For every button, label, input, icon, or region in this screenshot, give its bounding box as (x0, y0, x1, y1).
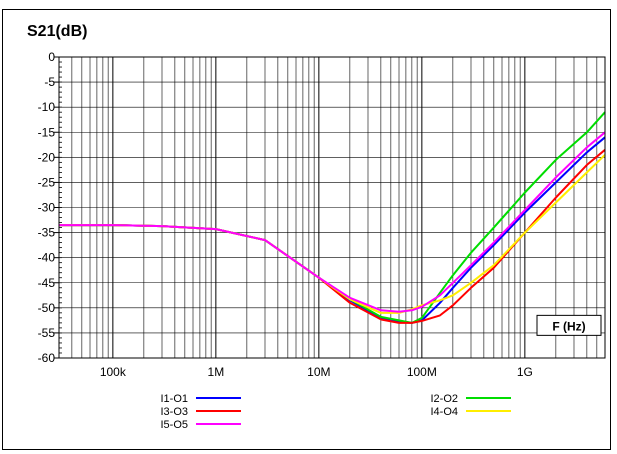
legend-label-i3-o3: I3-O3 (160, 406, 188, 418)
y-tick-label: -15 (38, 125, 56, 139)
legend-label-i2-o2: I2-O2 (430, 393, 458, 405)
y-tick-label: -20 (38, 150, 56, 164)
y-tick-label: -5 (44, 75, 55, 89)
y-tick-label: -30 (38, 201, 56, 215)
y-tick-label: -40 (38, 251, 56, 265)
y-tick-label: -55 (38, 326, 56, 340)
series-line-i1-o1 (59, 136, 606, 324)
x-axis-label: F (Hz) (552, 319, 585, 333)
legend-label-i1-o1: I1-O1 (160, 393, 188, 405)
x-axis-ticks: 100k 1M 10M 100M 1G (100, 365, 533, 379)
x-tick-label: 1G (517, 365, 533, 379)
chart-title: S21(dB) (27, 23, 87, 40)
y-tick-label: -60 (38, 351, 56, 365)
y-tick-label: -10 (38, 100, 56, 114)
legend-label-i5-o5: I5-O5 (160, 419, 188, 431)
y-tick-label: -35 (38, 226, 56, 240)
chart-frame: S21(dB) 0 -5 -10 -15 -20 -25 -30 -35 -40 -45 -50 -5… (2, 9, 611, 450)
legend-label-i4-o4: I4-O4 (430, 406, 458, 418)
x-tick-label: 100k (100, 365, 127, 379)
plot-border (58, 56, 606, 359)
x-axis-label-box: F (Hz) (536, 314, 602, 336)
chart-svg: S21(dB) 0 -5 -10 -15 -20 -25 -30 -35 -40 -45 -50 -5… (27, 23, 606, 431)
series-line-i2-o2 (59, 111, 606, 324)
series-line-i3-o3 (59, 149, 606, 324)
y-tick-label: 0 (48, 50, 55, 64)
x-tick-label: 10M (307, 365, 330, 379)
grid-lines (58, 56, 606, 359)
series-lines (59, 111, 606, 324)
y-tick-label: -45 (38, 276, 56, 290)
y-tick-label: -50 (38, 301, 56, 315)
y-tick-label: -25 (38, 175, 56, 189)
x-tick-label: 100M (407, 365, 437, 379)
x-tick-label: 1M (208, 365, 225, 379)
y-axis-ticks: 0 -5 -10 -15 -20 -25 -30 -35 -40 -45 -50 -55 -60 (38, 50, 62, 365)
series-line-i5-o5 (59, 131, 606, 313)
